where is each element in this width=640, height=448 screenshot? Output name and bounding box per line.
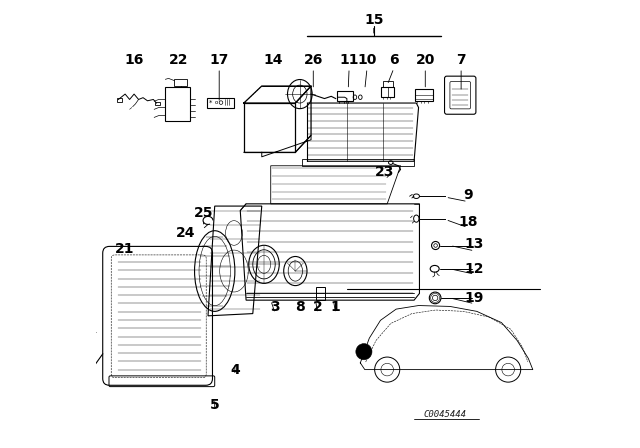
Text: 8: 8 [295,300,305,314]
Text: 11: 11 [339,53,359,68]
Bar [165,87,190,121]
Text: 1: 1 [331,300,340,314]
Bar [244,103,296,152]
Text: 6: 6 [389,53,399,68]
Text: 3: 3 [270,300,280,314]
Text: 13: 13 [465,237,484,251]
Text: 19: 19 [465,291,484,305]
Text: 18: 18 [458,215,477,229]
Bar [174,79,187,86]
Text: 10: 10 [357,53,377,68]
Text: o: o [214,100,218,105]
Text: 25: 25 [194,206,213,220]
Text: 24: 24 [176,226,195,240]
Text: 20: 20 [415,53,435,68]
Text: *: * [209,99,212,106]
Circle shape [356,344,372,360]
Text: 14: 14 [263,53,283,68]
Text: 26: 26 [303,53,323,68]
Bar [116,98,122,102]
Text: 4: 4 [230,362,240,377]
Text: 22: 22 [169,53,189,68]
Text: C0045444: C0045444 [424,410,467,419]
Text: 21: 21 [115,241,135,256]
Text: 2: 2 [313,300,323,314]
Text: 15: 15 [364,13,383,27]
Bar [316,287,325,300]
Text: 12: 12 [465,262,484,276]
Text: 7: 7 [456,53,466,68]
Bar [155,102,159,105]
Text: 23: 23 [375,165,395,180]
Text: 16: 16 [124,53,144,68]
Text: 5: 5 [210,398,220,413]
Text: 17: 17 [209,53,229,68]
Text: 9: 9 [463,188,473,202]
